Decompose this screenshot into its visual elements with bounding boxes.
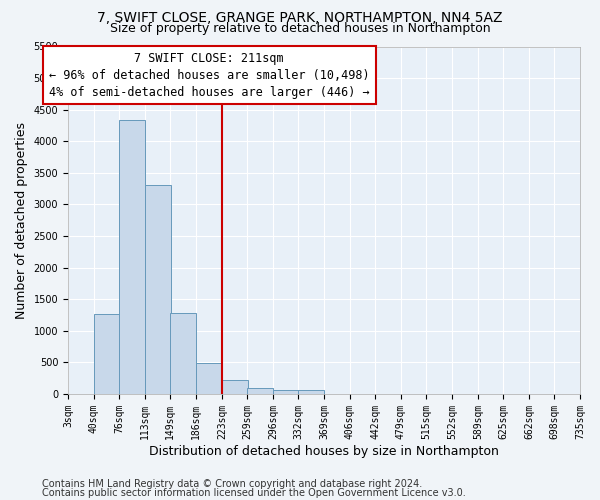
Bar bbox=[94, 314, 120, 394]
Text: Contains public sector information licensed under the Open Government Licence v3: Contains public sector information licen… bbox=[42, 488, 466, 498]
Text: Size of property relative to detached houses in Northampton: Size of property relative to detached ho… bbox=[110, 22, 490, 35]
Bar bbox=[145, 186, 171, 394]
Bar bbox=[222, 380, 248, 394]
Bar bbox=[298, 390, 324, 394]
Bar bbox=[170, 313, 196, 394]
Bar bbox=[273, 390, 299, 394]
X-axis label: Distribution of detached houses by size in Northampton: Distribution of detached houses by size … bbox=[149, 444, 499, 458]
Bar bbox=[119, 120, 145, 394]
Bar bbox=[247, 388, 273, 394]
Text: 7 SWIFT CLOSE: 211sqm
← 96% of detached houses are smaller (10,498)
4% of semi-d: 7 SWIFT CLOSE: 211sqm ← 96% of detached … bbox=[49, 52, 370, 98]
Y-axis label: Number of detached properties: Number of detached properties bbox=[15, 122, 28, 318]
Text: 7, SWIFT CLOSE, GRANGE PARK, NORTHAMPTON, NN4 5AZ: 7, SWIFT CLOSE, GRANGE PARK, NORTHAMPTON… bbox=[97, 11, 503, 25]
Text: Contains HM Land Registry data © Crown copyright and database right 2024.: Contains HM Land Registry data © Crown c… bbox=[42, 479, 422, 489]
Bar bbox=[196, 363, 222, 394]
